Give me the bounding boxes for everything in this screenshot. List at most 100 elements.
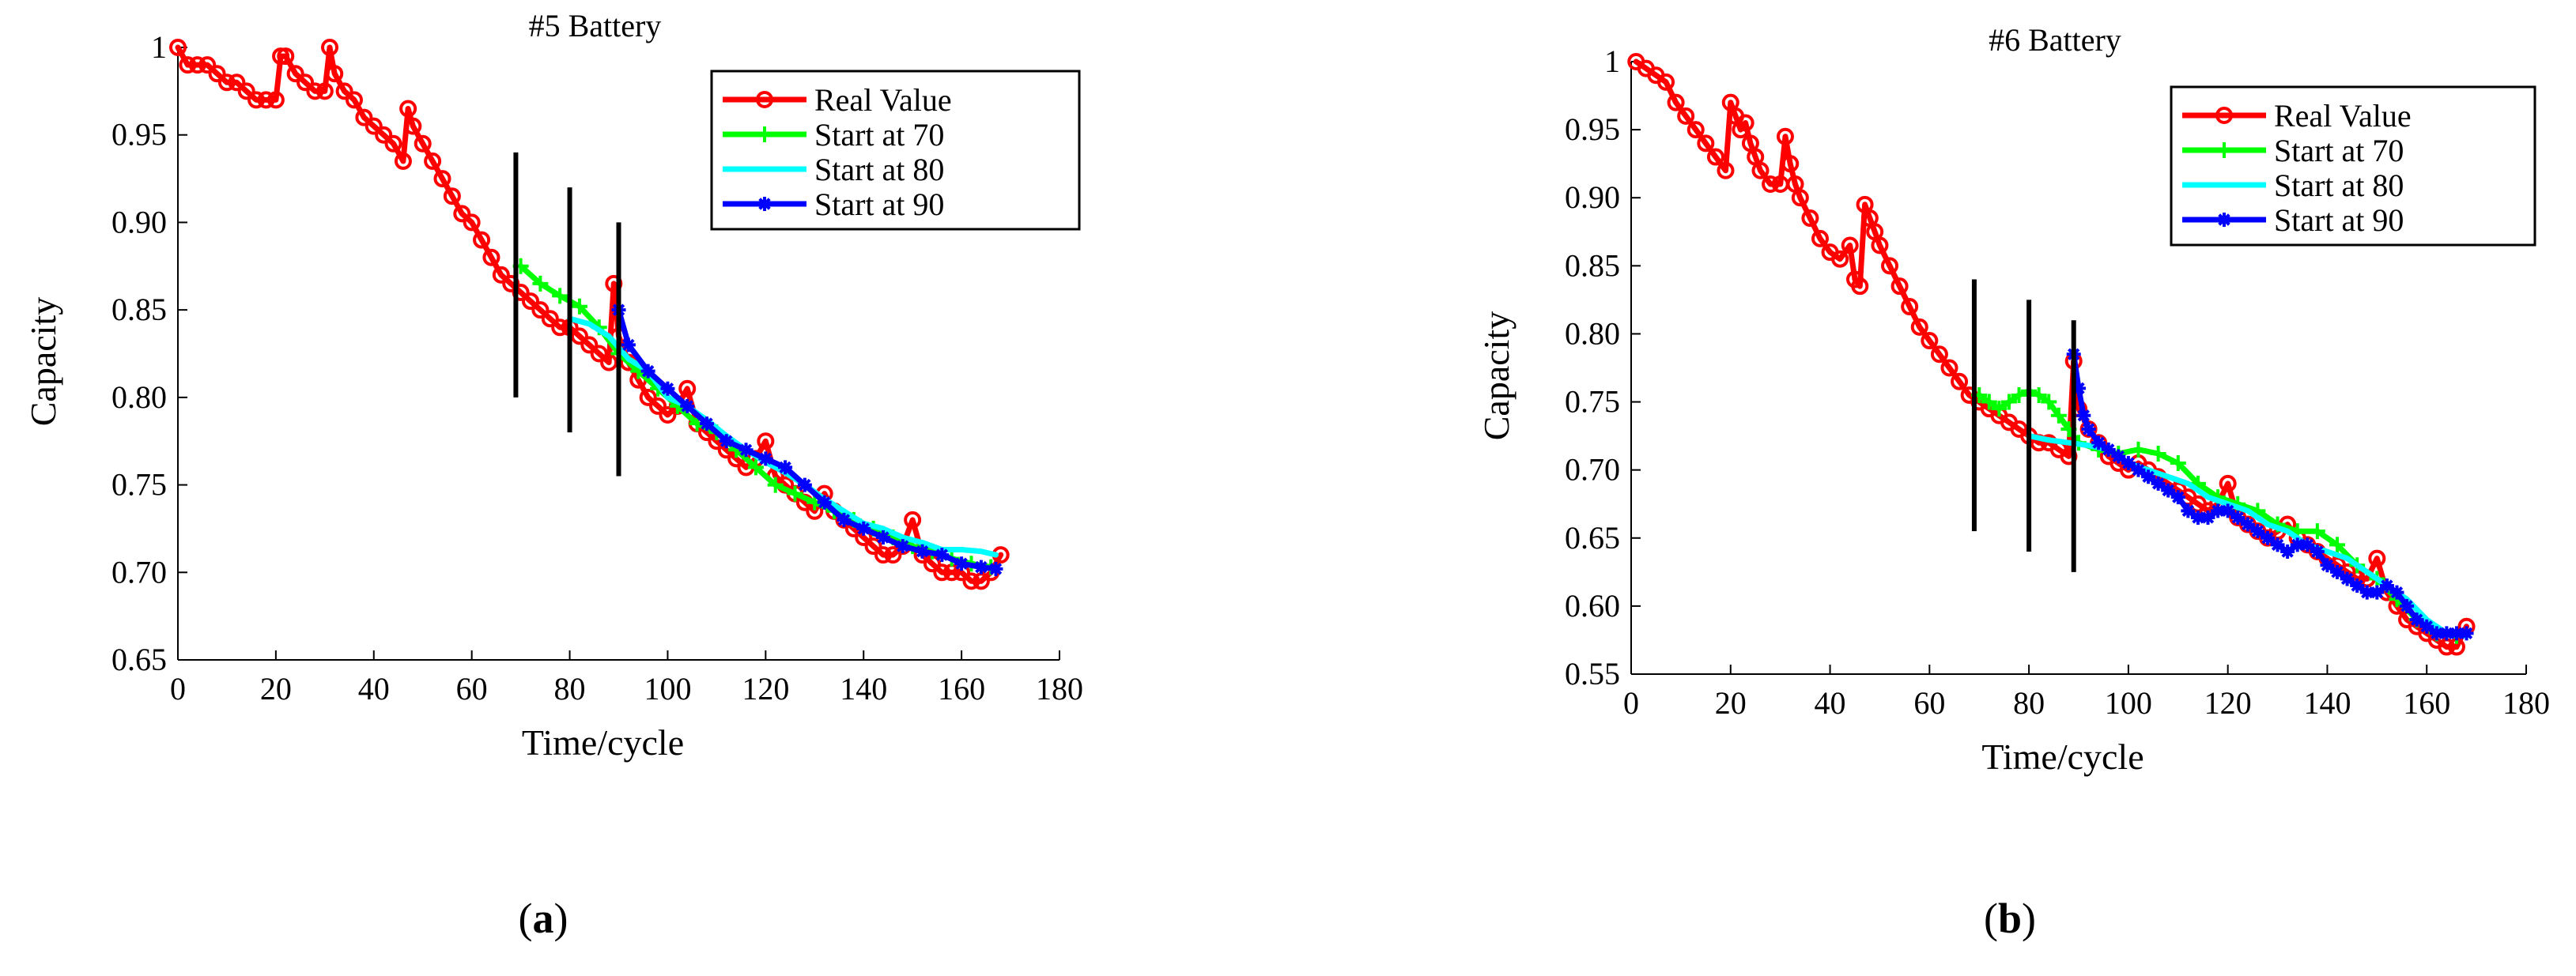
data-point-start90	[2359, 585, 2374, 600]
data-point-start90	[817, 495, 832, 510]
data-point-real	[2219, 474, 2237, 492]
caption-b: (b)	[1984, 895, 2036, 942]
x-tick-label: 120	[742, 671, 789, 707]
x-tick-label: 20	[260, 671, 292, 707]
data-point-start90	[2340, 571, 2355, 586]
x-axis-label: Time/cycle	[1981, 737, 2144, 777]
x-tick-label: 60	[1913, 685, 1945, 721]
data-point-real	[1890, 277, 1909, 296]
data-point-real	[424, 152, 442, 170]
data-point-start90	[2290, 537, 2305, 552]
data-point-real	[463, 213, 481, 232]
x-tick-label: 0	[1623, 685, 1639, 721]
x-tick-label: 100	[2105, 685, 2152, 721]
data-point-start90	[2439, 626, 2454, 641]
data-point-start90	[915, 544, 930, 559]
data-point-start90	[2240, 517, 2255, 532]
data-point-real	[1781, 155, 1800, 173]
y-tick-label: 0.85	[111, 292, 167, 327]
data-point-start90	[895, 539, 910, 554]
series-start70	[512, 258, 999, 575]
y-tick-label: 1	[1604, 43, 1620, 79]
y-axis-label: Capacity	[23, 297, 63, 427]
x-tick-label: 60	[456, 671, 488, 707]
y-tick-label: 0.65	[111, 642, 167, 677]
data-point-real	[1811, 229, 1829, 247]
data-point-real	[1921, 332, 1939, 350]
y-tick-label: 0.90	[1565, 179, 1620, 215]
data-point-start90	[2389, 585, 2404, 600]
legend-label: Start at 80	[2274, 168, 2404, 203]
data-point-real	[277, 47, 295, 66]
data-point-start90	[738, 443, 754, 458]
data-point-real	[570, 327, 588, 345]
data-point-real	[247, 91, 266, 109]
data-point-start90	[2151, 476, 2166, 491]
data-point-start90	[856, 521, 871, 536]
data-point-real	[414, 134, 432, 153]
chart-title: #5 Battery	[529, 8, 662, 43]
data-point-real	[1717, 161, 1735, 179]
x-tick-label: 40	[1815, 685, 1846, 721]
data-point-real	[375, 126, 393, 144]
x-tick-label: 180	[2502, 685, 2550, 721]
x-tick-label: 160	[2403, 685, 2450, 721]
data-point-start90	[2111, 449, 2126, 464]
y-axis-label: Capacity	[1476, 311, 1517, 441]
data-point-real	[286, 65, 304, 83]
x-tick-label: 40	[358, 671, 390, 707]
data-point-start90	[700, 416, 714, 431]
data-point-start90	[778, 460, 793, 475]
data-point-real	[757, 432, 775, 450]
legend-marker-real	[756, 91, 773, 108]
data-point-real	[473, 231, 491, 249]
data-point-start90	[2190, 510, 2205, 525]
chart-battery-5: 0 20 40 60 80 100 120 140 160 180 0.65 0.70 0.75 0.80…	[23, 8, 1083, 763]
data-point-start90	[680, 398, 695, 413]
data-point-real	[1762, 175, 1780, 193]
x-tick-label: 120	[2204, 685, 2252, 721]
data-point-start90	[2170, 490, 2185, 505]
y-tick-label: 0.60	[1565, 588, 1620, 624]
data-point-real	[933, 563, 951, 582]
data-point-start70	[2041, 394, 2057, 410]
data-point-start90	[2350, 578, 2365, 594]
data-point-start70	[2329, 537, 2346, 553]
data-point-start90	[640, 364, 655, 379]
data-point-start90	[2230, 510, 2246, 525]
data-point-start90	[2161, 483, 2176, 498]
data-point-real	[541, 310, 559, 328]
data-point-real	[335, 82, 353, 100]
data-point-real	[1801, 209, 1819, 228]
data-point-start70	[747, 459, 764, 476]
data-point-real	[1871, 236, 1889, 254]
data-point-real	[1910, 318, 1928, 336]
data-point-start90	[2300, 537, 2315, 552]
data-point-start90	[2270, 537, 2285, 552]
data-point-real	[1706, 148, 1724, 166]
data-point-start70	[1981, 394, 1997, 410]
data-point-start90	[2250, 524, 2265, 539]
data-point-real	[884, 546, 902, 564]
data-point-real	[315, 82, 334, 100]
data-point-start90	[954, 556, 969, 571]
data-point-start90	[2280, 545, 2295, 559]
data-point-start90	[797, 477, 812, 492]
data-point-real	[639, 388, 657, 406]
y-tick-label: 0.70	[1565, 452, 1620, 488]
data-point-start70	[571, 298, 587, 315]
data-point-start90	[2200, 510, 2215, 525]
data-point-real	[590, 345, 608, 363]
data-point-real	[1736, 114, 1754, 132]
data-point-start90	[2429, 626, 2444, 641]
data-point-start90	[2181, 503, 2196, 518]
y-tick-label: 0.55	[1565, 656, 1620, 691]
data-point-real	[962, 572, 980, 590]
data-point-start90	[2072, 381, 2086, 396]
data-point-start90	[2379, 578, 2394, 594]
data-point-start70	[2170, 455, 2186, 472]
data-point-real	[1841, 236, 1859, 254]
x-axis-label: Time/cycle	[522, 722, 684, 763]
